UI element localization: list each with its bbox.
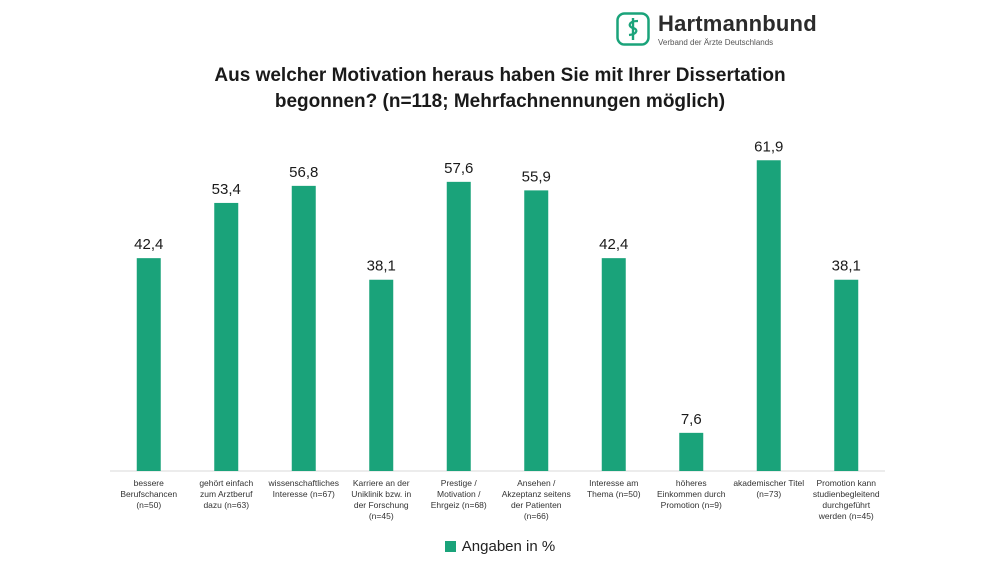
category-label-line: Interesse am	[589, 478, 638, 488]
category-label-line: zum Arztberuf	[200, 489, 253, 499]
category-label-line: (n=66)	[524, 511, 549, 521]
category-label: akademischer Titel (n=73)	[733, 478, 804, 499]
category-label: Prestige / Motivation / Ehrgeiz (n=68)	[431, 478, 487, 510]
data-label: 61,9	[754, 138, 783, 155]
data-label: 57,6	[444, 160, 473, 177]
category-label: Promotion kann studienbegleitend durchgefü…	[813, 478, 880, 521]
bar	[291, 185, 316, 471]
legend: Angaben in %	[0, 538, 1000, 555]
data-label: 38,1	[367, 258, 396, 275]
chart-title-line-2: begonnen? (n=118; Mehrfachnennungen mögl…	[274, 91, 726, 112]
data-label: 42,4	[599, 236, 628, 253]
category-label-line: Ansehen /	[517, 478, 556, 488]
bar	[524, 190, 549, 471]
category-label-line: Uniklinik bzw. in	[351, 489, 411, 499]
bar	[136, 258, 161, 471]
data-label: 38,1	[832, 258, 861, 275]
category-label-line: Promotion kann	[816, 478, 876, 488]
bar	[369, 279, 394, 471]
category-label-line: gehört einfach	[199, 478, 253, 488]
bar	[834, 279, 859, 471]
category-label-line: der Patienten	[511, 500, 562, 510]
category-label-line: bessere	[134, 478, 165, 488]
category-label: Ansehen / Akzeptanz seitens der Patienten(…	[502, 478, 571, 521]
category-label-line: Thema (n=50)	[587, 489, 641, 499]
category-label-line: Ehrgeiz (n=68)	[431, 500, 487, 510]
category-label-line: (n=45)	[369, 511, 394, 521]
category-label-line: höheres	[676, 478, 707, 488]
category-label-line: (n=50)	[136, 500, 161, 510]
category-label: gehört einfach zum Arztberuf dazu (n=63)	[199, 478, 253, 510]
category-label: bessere Berufschancen (n=50)	[120, 478, 177, 510]
category-label-line: Motivation /	[437, 489, 481, 499]
legend-swatch	[444, 541, 456, 552]
category-label-line: Einkommen durch	[657, 489, 726, 499]
category-label-line: dazu (n=63)	[203, 500, 249, 510]
category-label: Karriere an der Uniklinik bzw. in der Fors…	[351, 478, 411, 521]
bar	[214, 202, 239, 471]
category-label-line: Berufschancen	[120, 489, 177, 499]
logo: Hartmannbund Verband der Ärzte Deutschla…	[616, 12, 817, 47]
category-label-line: durchgeführt	[822, 500, 870, 510]
category-label-line: wissenschaftliches	[268, 478, 339, 488]
category-label-line: der Forschung	[354, 500, 409, 510]
chart-title-line-1: Aus welcher Motivation heraus haben Sie …	[214, 65, 786, 86]
category-label-line: studienbegleitend	[813, 489, 880, 499]
chart-title: Aus welcher Motivation heraus haben Sie …	[0, 63, 1000, 115]
category-label-line: Interesse (n=67)	[273, 489, 335, 499]
category-label-line: Promotion (n=9)	[661, 500, 722, 510]
category-label-line: akademischer Titel	[733, 478, 804, 488]
logo-name: Hartmannbund	[658, 11, 817, 36]
category-label: wissenschaftliches Interesse (n=67)	[268, 478, 339, 499]
bar	[446, 181, 471, 471]
bar	[756, 160, 781, 471]
data-label: 42,4	[134, 236, 163, 253]
data-label: 56,8	[289, 164, 318, 181]
category-label: Interesse am Thema (n=50)	[587, 478, 641, 499]
category-label-line: Prestige /	[441, 478, 478, 488]
category-label-line: Akzeptanz seitens	[502, 489, 571, 499]
bar	[601, 258, 626, 471]
category-label: höheres Einkommen durch Promotion (n=9)	[657, 478, 726, 510]
data-label: 55,9	[522, 168, 551, 185]
legend-label: Angaben in %	[461, 538, 556, 555]
category-label-line: Karriere an der	[353, 478, 410, 488]
bar	[679, 432, 704, 471]
logo-tagline: Verband der Ärzte Deutschlands	[658, 38, 774, 47]
caduceus-logo-icon	[616, 12, 650, 46]
category-label-line: werden (n=45)	[818, 511, 874, 521]
data-label: 7,6	[681, 411, 702, 428]
data-label: 53,4	[212, 181, 241, 198]
category-label-line: (n=73)	[756, 489, 781, 499]
